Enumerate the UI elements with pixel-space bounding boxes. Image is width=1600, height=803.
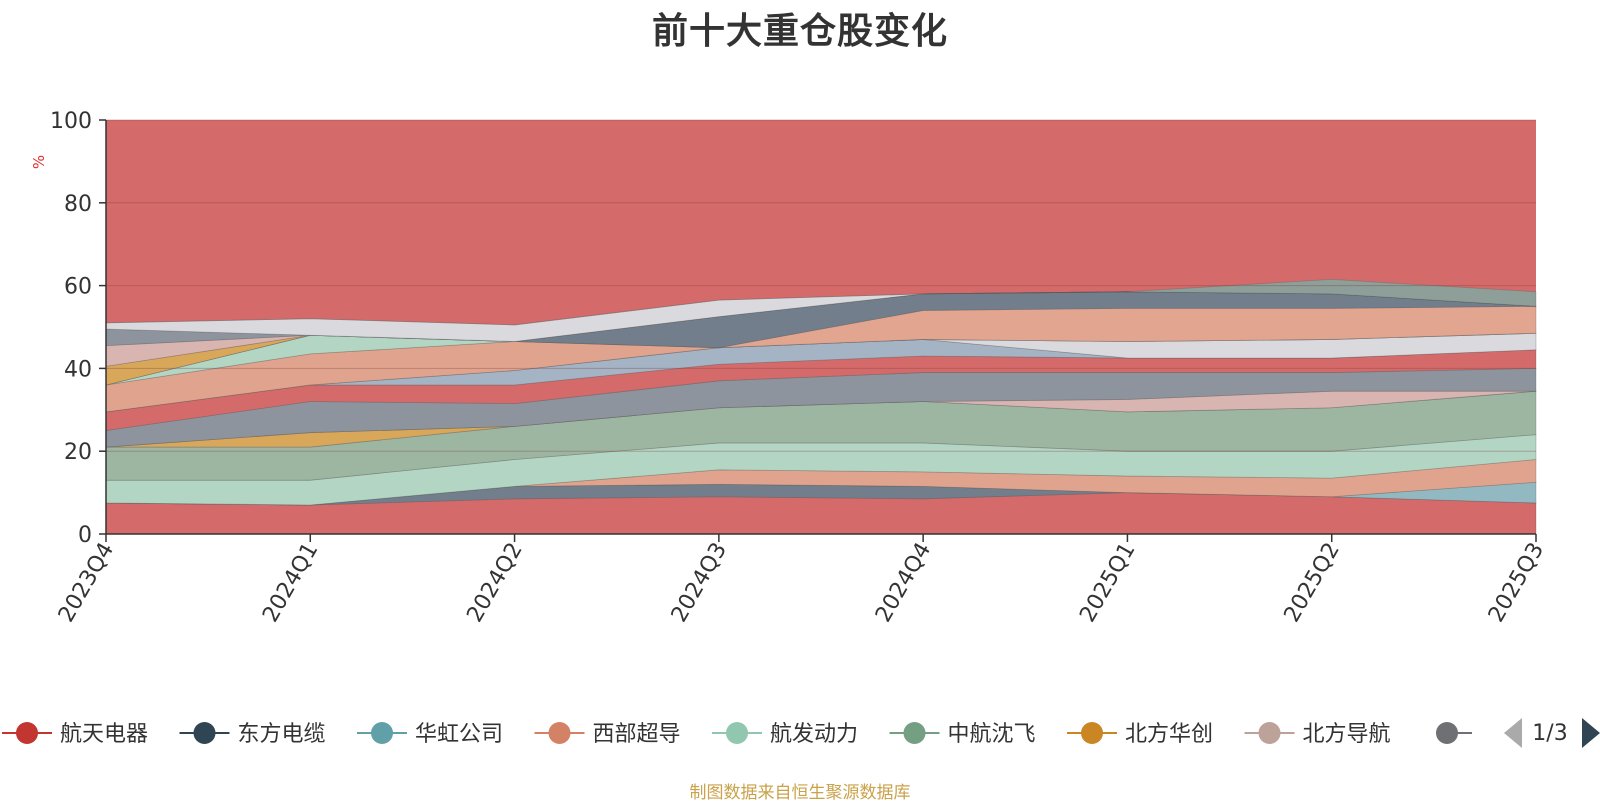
legend-label: 中航沈飞	[948, 722, 1036, 747]
y-tick-labels: 0 20 40 60 80 100	[50, 109, 106, 548]
legend-item-8[interactable]: 中	[1422, 722, 1502, 747]
legend-marker-icon	[726, 722, 748, 744]
y-tick-label-3: 60	[64, 275, 92, 300]
legend-label: 华虹公司	[415, 722, 503, 747]
y-tick-label-1: 20	[64, 440, 92, 465]
legend-label: 东方电缆	[238, 722, 326, 747]
legend-label: 中	[1480, 722, 1502, 747]
area-series	[105, 120, 1537, 535]
legend-pager: 1/3	[1504, 718, 1600, 748]
x-tick-label-7: 2025Q3	[1484, 539, 1549, 627]
legend-label: 航天电器	[60, 722, 148, 747]
legend-page-indicator: 1/3	[1532, 721, 1567, 746]
area-band-11	[105, 278, 1537, 326]
x-tick-label-6: 2025Q2	[1280, 539, 1345, 627]
x-tick-label-3: 2024Q3	[667, 539, 732, 627]
area-band-5	[105, 305, 1537, 386]
area-band-10	[105, 291, 1537, 342]
legend-marker-icon	[903, 722, 926, 744]
x-tick-label-1: 2024Q1	[258, 539, 323, 627]
legend-label: 北方华创	[1125, 722, 1213, 747]
axes: %	[30, 120, 1536, 535]
x-tick-labels: 2023Q4 2024Q1 2024Q2 2024Q3 2024Q4 2025Q1 2025…	[54, 534, 1549, 627]
legend: 航天电器 东方电缆 华虹公司 西部超导 航发动力 中航沈飞 北方华创 北方导航 中	[2, 722, 1502, 747]
legend-marker-icon	[371, 722, 393, 744]
legend-marker-icon	[193, 722, 216, 744]
x-tick-label-4: 2024Q4	[871, 539, 936, 627]
legend-marker-icon	[548, 722, 571, 744]
legend-item-3[interactable]: 西部超导	[534, 722, 681, 747]
legend-item-4[interactable]: 航发动力	[712, 722, 858, 747]
y-tick-label-4: 80	[64, 192, 92, 217]
legend-item-6[interactable]: 北方华创	[1067, 722, 1213, 747]
legend-marker-icon	[1436, 722, 1458, 744]
legend-item-1[interactable]: 东方电缆	[179, 722, 326, 747]
legend-marker-icon	[1081, 722, 1103, 744]
legend-marker-icon	[1258, 722, 1281, 744]
source-note: 制图数据来自恒生聚源数据库	[689, 783, 911, 803]
legend-label: 航发动力	[770, 722, 858, 747]
legend-item-0[interactable]: 航天电器	[2, 722, 148, 747]
x-tick-label-0: 2023Q4	[54, 539, 119, 627]
grid-lines	[106, 119, 1536, 452]
x-tick-label-5: 2025Q1	[1075, 539, 1140, 627]
legend-item-2[interactable]: 华虹公司	[357, 722, 503, 747]
y-tick-label-5: 100	[50, 109, 92, 134]
legend-label: 西部超导	[593, 722, 681, 747]
x-tick-label-2: 2024Q2	[462, 539, 527, 627]
y-tick-label-2: 40	[64, 357, 92, 382]
chart-title: 前十大重仓股变化	[651, 11, 948, 52]
legend-label: 北方导航	[1303, 722, 1391, 747]
legend-next-arrow-icon[interactable]	[1582, 718, 1600, 748]
y-tick-label-0: 0	[78, 523, 92, 548]
y-axis-name: %	[30, 155, 48, 169]
legend-item-5[interactable]: 中航沈飞	[889, 722, 1036, 747]
legend-marker-icon	[16, 722, 38, 744]
legend-prev-arrow-icon[interactable]	[1504, 718, 1522, 748]
legend-item-7[interactable]: 北方导航	[1244, 722, 1391, 747]
